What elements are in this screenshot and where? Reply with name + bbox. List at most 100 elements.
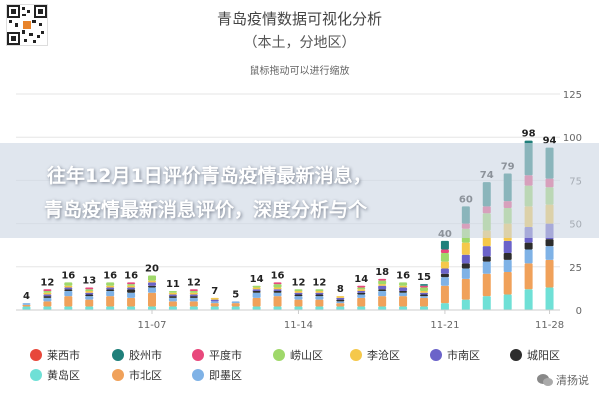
bar-segment[interactable]: [168, 301, 177, 307]
bar-segment[interactable]: [64, 285, 73, 288]
bar-segment[interactable]: [378, 278, 387, 281]
bar-segment[interactable]: [252, 290, 261, 293]
bar-segment[interactable]: [273, 282, 282, 285]
bar-segment[interactable]: [85, 296, 94, 300]
bar-segment[interactable]: [43, 297, 52, 302]
bar-segment[interactable]: [106, 287, 115, 290]
bar-segment[interactable]: [461, 268, 470, 279]
bar-segment[interactable]: [336, 299, 345, 302]
bar-segment[interactable]: [85, 294, 94, 297]
bar-segment[interactable]: [420, 285, 428, 288]
bar-segment[interactable]: [461, 278, 470, 300]
bar-segment[interactable]: [64, 289, 73, 291]
bar-segment[interactable]: [85, 289, 94, 291]
bar-segment[interactable]: [482, 246, 491, 257]
bar-segment[interactable]: [148, 292, 156, 307]
bar-segment[interactable]: [378, 289, 387, 291]
bar-segment[interactable]: [85, 292, 94, 295]
bar-segment[interactable]: [252, 297, 261, 307]
bar-segment[interactable]: [148, 282, 156, 286]
bar-segment[interactable]: [106, 285, 115, 288]
bar-segment[interactable]: [545, 287, 554, 310]
bar-segment[interactable]: [168, 292, 177, 295]
bar-segment[interactable]: [357, 285, 366, 288]
bar-segment[interactable]: [210, 299, 219, 302]
bar-segment[interactable]: [482, 273, 491, 297]
bar-segment[interactable]: [482, 261, 491, 274]
bar-segment[interactable]: [420, 296, 428, 298]
bar-segment[interactable]: [85, 290, 94, 293]
bar-segment[interactable]: [168, 294, 177, 297]
bar-segment[interactable]: [357, 292, 366, 295]
bar-segment[interactable]: [336, 297, 345, 300]
bar-segment[interactable]: [148, 275, 156, 281]
legend-item[interactable]: 黄岛区: [30, 367, 80, 383]
legend-item[interactable]: 城阳区: [510, 347, 560, 363]
bar-segment[interactable]: [252, 287, 261, 290]
bar-segment[interactable]: [294, 289, 303, 291]
bar-segment[interactable]: [148, 280, 156, 283]
bar-segment[interactable]: [64, 290, 73, 297]
bar-segment[interactable]: [440, 261, 449, 269]
bar-segment[interactable]: [294, 294, 303, 297]
bar-segment[interactable]: [43, 306, 52, 310]
bar-segment[interactable]: [252, 285, 261, 288]
bar-segment[interactable]: [210, 306, 219, 310]
bar-segment[interactable]: [461, 299, 470, 310]
bar-segment[interactable]: [22, 306, 31, 310]
bar-segment[interactable]: [378, 280, 387, 285]
bar-segment[interactable]: [503, 271, 512, 295]
bar-segment[interactable]: [399, 285, 408, 288]
bar-segment[interactable]: [336, 296, 345, 298]
bar-segment[interactable]: [315, 296, 324, 300]
bar-segment[interactable]: [482, 256, 491, 262]
bar-segment[interactable]: [189, 294, 198, 297]
bar-segment[interactable]: [64, 287, 73, 290]
bar-segment[interactable]: [273, 289, 282, 291]
bar-segment[interactable]: [440, 268, 449, 274]
bar-segment[interactable]: [148, 306, 156, 310]
bar-segment[interactable]: [127, 306, 136, 310]
bar-segment[interactable]: [106, 282, 115, 286]
bar-segment[interactable]: [315, 299, 324, 307]
bar-segment[interactable]: [399, 306, 408, 310]
bar-segment[interactable]: [210, 297, 219, 300]
bar-segment[interactable]: [545, 246, 554, 260]
bar-segment[interactable]: [440, 285, 449, 304]
bar-segment[interactable]: [294, 290, 303, 293]
bar-segment[interactable]: [503, 252, 512, 260]
bar-segment[interactable]: [399, 292, 408, 297]
bar-segment[interactable]: [336, 301, 345, 304]
bar-segment[interactable]: [127, 292, 136, 298]
bar-segment[interactable]: [315, 290, 324, 293]
bar-segment[interactable]: [273, 292, 282, 297]
bar-segment[interactable]: [357, 289, 366, 291]
bar-segment[interactable]: [482, 296, 491, 310]
bar-segment[interactable]: [168, 296, 177, 298]
bar-segment[interactable]: [420, 284, 428, 286]
bar-segment[interactable]: [106, 289, 115, 291]
bar-segment[interactable]: [461, 242, 470, 255]
bar-segment[interactable]: [43, 294, 52, 297]
bar-segment[interactable]: [315, 294, 324, 297]
bar-segment[interactable]: [440, 249, 449, 253]
bar-segment[interactable]: [189, 296, 198, 298]
bar-segment[interactable]: [43, 289, 52, 291]
bar-segment[interactable]: [273, 290, 282, 293]
bar-segment[interactable]: [503, 294, 512, 310]
bar-segment[interactable]: [189, 289, 198, 291]
bar-segment[interactable]: [148, 285, 156, 288]
bar-segment[interactable]: [315, 292, 324, 295]
bar-segment[interactable]: [273, 284, 282, 288]
bar-segment[interactable]: [273, 296, 282, 307]
legend-item[interactable]: 即墨区: [192, 367, 242, 383]
bar-segment[interactable]: [399, 296, 408, 307]
bar-segment[interactable]: [189, 292, 198, 295]
bar-segment[interactable]: [64, 282, 73, 286]
legend-item[interactable]: 李沧区: [350, 347, 400, 363]
bar-segment[interactable]: [357, 306, 366, 310]
bar-segment[interactable]: [440, 303, 449, 310]
bar-segment[interactable]: [440, 240, 449, 250]
bar-segment[interactable]: [336, 306, 345, 310]
bar-segment[interactable]: [127, 282, 136, 285]
